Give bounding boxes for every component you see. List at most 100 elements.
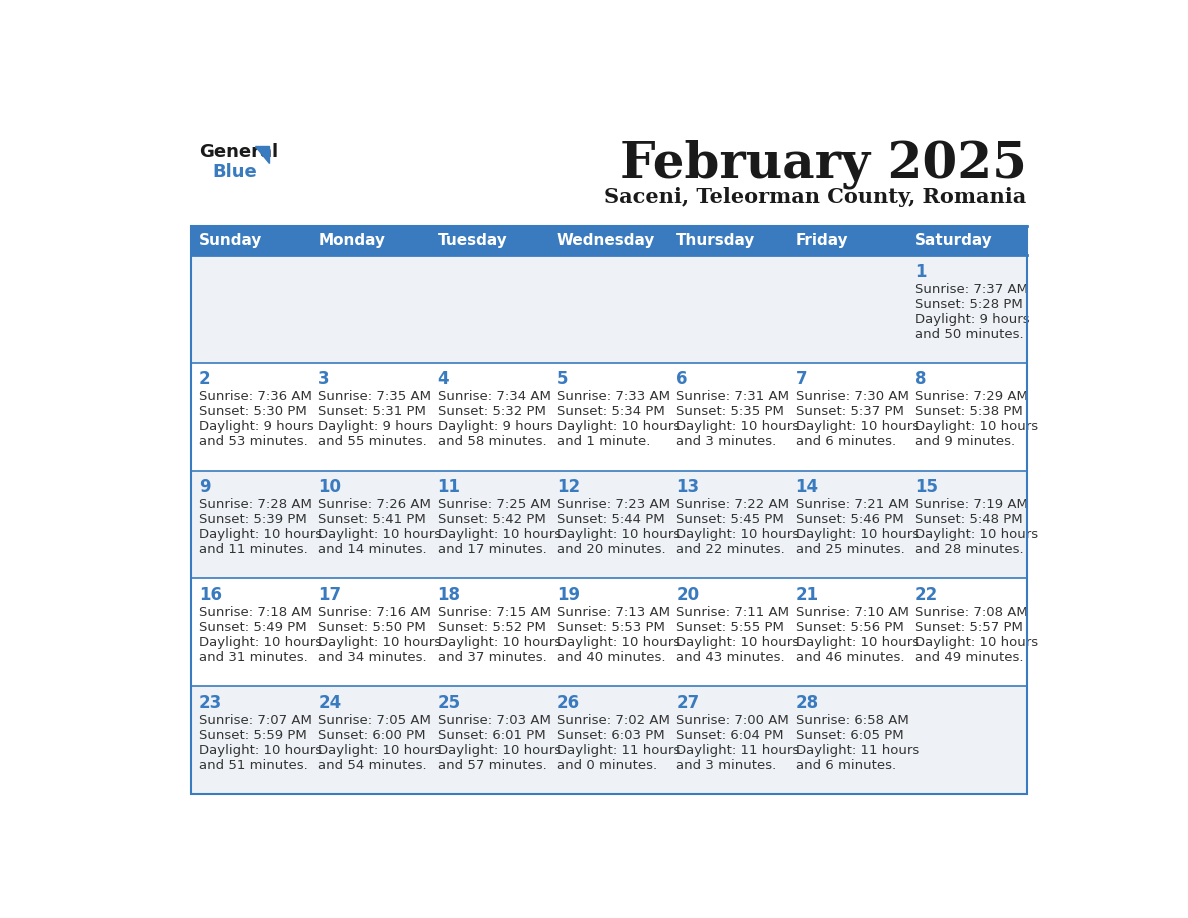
- Text: Monday: Monday: [318, 233, 385, 248]
- Text: 21: 21: [796, 586, 819, 604]
- Bar: [191, 686, 1026, 794]
- Text: Sunset: 5:31 PM: Sunset: 5:31 PM: [318, 406, 426, 419]
- Text: Sunset: 5:57 PM: Sunset: 5:57 PM: [915, 621, 1023, 634]
- Text: Daylight: 9 hours: Daylight: 9 hours: [198, 420, 314, 433]
- Text: Daylight: 10 hours: Daylight: 10 hours: [915, 420, 1038, 433]
- Text: 25: 25: [437, 694, 461, 711]
- Text: 13: 13: [676, 478, 700, 497]
- Text: Daylight: 10 hours: Daylight: 10 hours: [557, 528, 680, 542]
- Text: Sunset: 5:45 PM: Sunset: 5:45 PM: [676, 513, 784, 526]
- Text: Sunrise: 7:02 AM: Sunrise: 7:02 AM: [557, 714, 670, 727]
- Text: Sunset: 5:53 PM: Sunset: 5:53 PM: [557, 621, 665, 634]
- Text: Saceni, Teleorman County, Romania: Saceni, Teleorman County, Romania: [605, 187, 1026, 207]
- Text: Daylight: 10 hours: Daylight: 10 hours: [557, 636, 680, 649]
- Text: and 55 minutes.: and 55 minutes.: [318, 435, 426, 449]
- Bar: [191, 578, 1026, 686]
- Text: Sunrise: 7:08 AM: Sunrise: 7:08 AM: [915, 606, 1028, 619]
- Text: Blue: Blue: [213, 162, 258, 181]
- Text: 16: 16: [198, 586, 222, 604]
- Text: 4: 4: [437, 371, 449, 388]
- Text: Sunset: 6:05 PM: Sunset: 6:05 PM: [796, 729, 903, 742]
- Text: Sunrise: 7:13 AM: Sunrise: 7:13 AM: [557, 606, 670, 619]
- Text: Sunrise: 7:07 AM: Sunrise: 7:07 AM: [198, 714, 311, 727]
- Text: Sunset: 5:30 PM: Sunset: 5:30 PM: [198, 406, 307, 419]
- Text: Sunset: 5:49 PM: Sunset: 5:49 PM: [198, 621, 307, 634]
- Text: 2: 2: [198, 371, 210, 388]
- Text: and 53 minutes.: and 53 minutes.: [198, 435, 308, 449]
- Text: Sunrise: 6:58 AM: Sunrise: 6:58 AM: [796, 714, 909, 727]
- Text: Sunset: 5:35 PM: Sunset: 5:35 PM: [676, 406, 784, 419]
- Text: 6: 6: [676, 371, 688, 388]
- Text: Sunday: Sunday: [198, 233, 263, 248]
- Text: and 34 minutes.: and 34 minutes.: [318, 651, 426, 664]
- Text: and 54 minutes.: and 54 minutes.: [318, 759, 426, 772]
- Text: 23: 23: [198, 694, 222, 711]
- Text: Daylight: 11 hours: Daylight: 11 hours: [676, 744, 800, 756]
- Text: Friday: Friday: [796, 233, 848, 248]
- Text: Daylight: 10 hours: Daylight: 10 hours: [915, 636, 1038, 649]
- Text: Daylight: 10 hours: Daylight: 10 hours: [676, 528, 800, 542]
- Text: 3: 3: [318, 371, 330, 388]
- Text: Sunrise: 7:26 AM: Sunrise: 7:26 AM: [318, 498, 431, 511]
- Text: 12: 12: [557, 478, 580, 497]
- Text: and 58 minutes.: and 58 minutes.: [437, 435, 546, 449]
- Text: and 6 minutes.: and 6 minutes.: [796, 759, 896, 772]
- Text: Sunset: 5:59 PM: Sunset: 5:59 PM: [198, 729, 307, 742]
- Text: Daylight: 10 hours: Daylight: 10 hours: [796, 420, 918, 433]
- Text: Sunrise: 7:23 AM: Sunrise: 7:23 AM: [557, 498, 670, 511]
- Text: Daylight: 10 hours: Daylight: 10 hours: [437, 636, 561, 649]
- Text: Sunset: 5:34 PM: Sunset: 5:34 PM: [557, 406, 664, 419]
- Text: February 2025: February 2025: [620, 140, 1026, 189]
- Text: 27: 27: [676, 694, 700, 711]
- Text: Sunrise: 7:22 AM: Sunrise: 7:22 AM: [676, 498, 789, 511]
- Text: and 20 minutes.: and 20 minutes.: [557, 543, 665, 556]
- Text: Daylight: 11 hours: Daylight: 11 hours: [796, 744, 918, 756]
- Text: and 37 minutes.: and 37 minutes.: [437, 651, 546, 664]
- Bar: [191, 226, 1026, 794]
- Text: and 9 minutes.: and 9 minutes.: [915, 435, 1015, 449]
- Text: and 51 minutes.: and 51 minutes.: [198, 759, 308, 772]
- Text: and 43 minutes.: and 43 minutes.: [676, 651, 785, 664]
- Text: Sunset: 5:42 PM: Sunset: 5:42 PM: [437, 513, 545, 526]
- Text: Sunset: 5:28 PM: Sunset: 5:28 PM: [915, 297, 1023, 310]
- Bar: [191, 471, 1026, 578]
- Text: Daylight: 10 hours: Daylight: 10 hours: [796, 528, 918, 542]
- Text: Sunset: 6:03 PM: Sunset: 6:03 PM: [557, 729, 664, 742]
- Text: 14: 14: [796, 478, 819, 497]
- Text: Daylight: 10 hours: Daylight: 10 hours: [676, 420, 800, 433]
- Text: 7: 7: [796, 371, 808, 388]
- Text: Daylight: 10 hours: Daylight: 10 hours: [676, 636, 800, 649]
- Text: Saturday: Saturday: [915, 233, 993, 248]
- Text: General: General: [198, 143, 278, 162]
- Text: 26: 26: [557, 694, 580, 711]
- Text: 1: 1: [915, 263, 927, 281]
- Text: and 11 minutes.: and 11 minutes.: [198, 543, 308, 556]
- Text: Sunset: 5:32 PM: Sunset: 5:32 PM: [437, 406, 545, 419]
- Text: Sunset: 5:52 PM: Sunset: 5:52 PM: [437, 621, 545, 634]
- Text: Daylight: 10 hours: Daylight: 10 hours: [318, 744, 442, 756]
- Text: 24: 24: [318, 694, 341, 711]
- Text: Sunrise: 7:28 AM: Sunrise: 7:28 AM: [198, 498, 311, 511]
- Text: Daylight: 10 hours: Daylight: 10 hours: [437, 744, 561, 756]
- Text: Sunrise: 7:21 AM: Sunrise: 7:21 AM: [796, 498, 909, 511]
- Text: and 49 minutes.: and 49 minutes.: [915, 651, 1024, 664]
- Text: 5: 5: [557, 371, 568, 388]
- Text: Sunset: 5:55 PM: Sunset: 5:55 PM: [676, 621, 784, 634]
- Text: 20: 20: [676, 586, 700, 604]
- Text: Daylight: 10 hours: Daylight: 10 hours: [318, 636, 442, 649]
- Text: Sunrise: 7:03 AM: Sunrise: 7:03 AM: [437, 714, 550, 727]
- Text: 28: 28: [796, 694, 819, 711]
- Text: Sunset: 5:39 PM: Sunset: 5:39 PM: [198, 513, 307, 526]
- Text: 22: 22: [915, 586, 939, 604]
- Text: Daylight: 9 hours: Daylight: 9 hours: [437, 420, 552, 433]
- Text: 8: 8: [915, 371, 927, 388]
- Text: Sunset: 6:04 PM: Sunset: 6:04 PM: [676, 729, 784, 742]
- Text: Sunset: 5:56 PM: Sunset: 5:56 PM: [796, 621, 903, 634]
- Text: Sunrise: 7:00 AM: Sunrise: 7:00 AM: [676, 714, 789, 727]
- Text: Sunrise: 7:16 AM: Sunrise: 7:16 AM: [318, 606, 431, 619]
- Bar: [191, 255, 1026, 363]
- Text: and 0 minutes.: and 0 minutes.: [557, 759, 657, 772]
- Text: Daylight: 9 hours: Daylight: 9 hours: [915, 313, 1030, 326]
- Text: Sunrise: 7:31 AM: Sunrise: 7:31 AM: [676, 390, 789, 403]
- Text: 19: 19: [557, 586, 580, 604]
